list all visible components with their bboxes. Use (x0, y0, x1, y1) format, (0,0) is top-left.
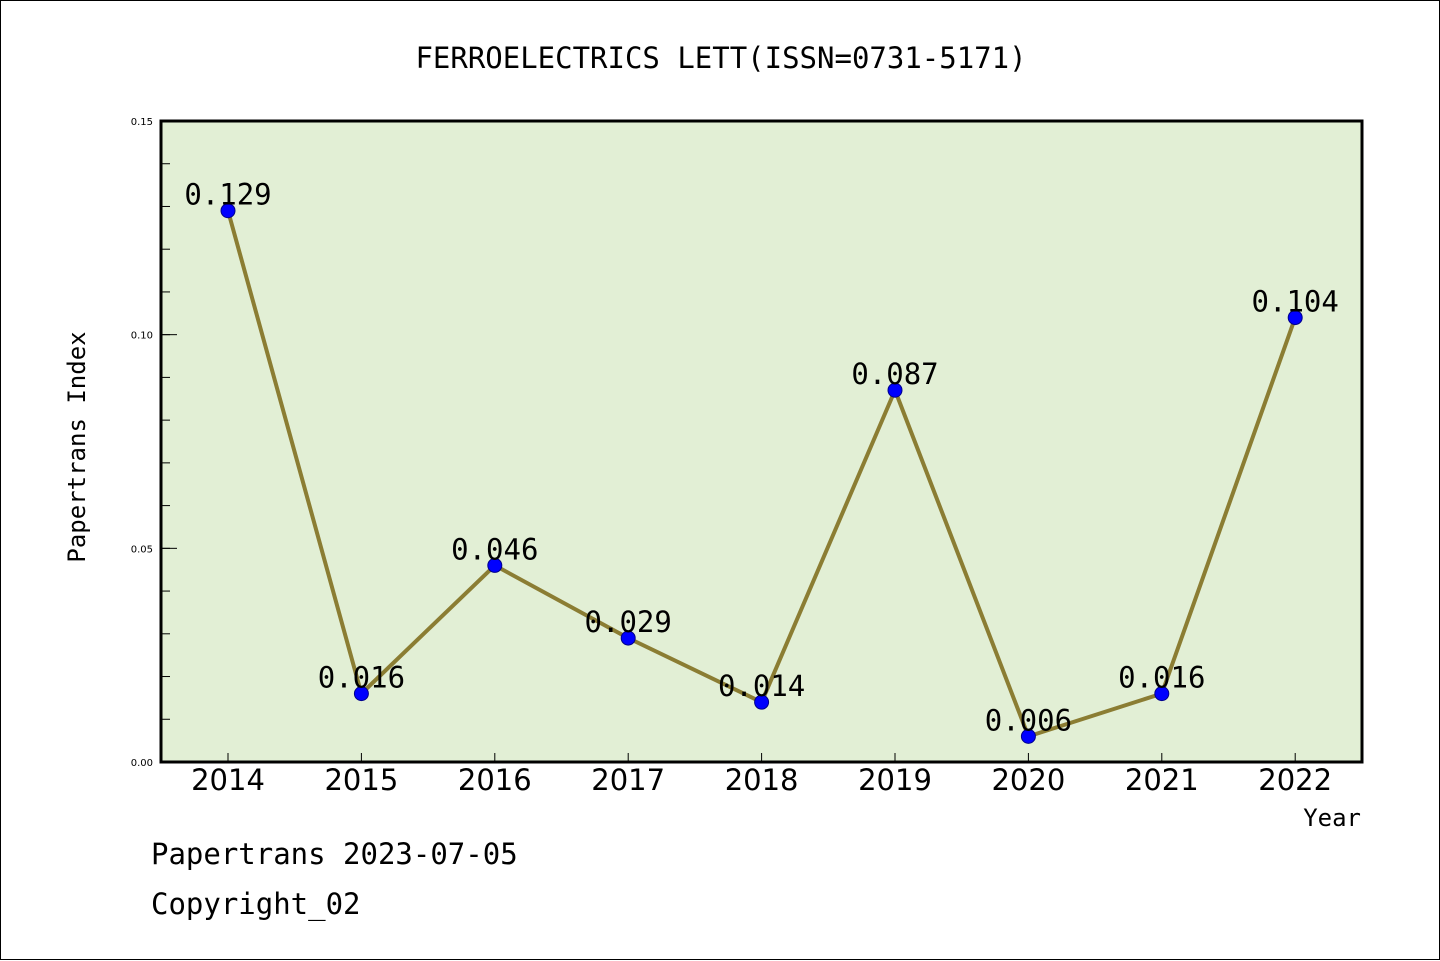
data-point (1154, 686, 1170, 702)
x-tick-label: 2015 (324, 763, 398, 797)
data-label: 0.016 (1118, 661, 1205, 695)
plot-area (159, 119, 1364, 764)
data-point (620, 630, 636, 646)
x-tick-label: 2019 (858, 763, 932, 797)
y-axis-label: Papertrans Index (63, 331, 91, 562)
y-tick-label: 0.05 (131, 544, 153, 555)
data-point (1287, 310, 1303, 326)
x-axis: 2014 2015 2016 2017 2018 2019 2020 2021 2022 (191, 753, 1332, 797)
data-label: 0.046 (451, 532, 538, 566)
x-tick-label: 2016 (458, 763, 532, 797)
x-tick-label: 2020 (991, 763, 1065, 797)
data-label: 0.006 (985, 703, 1072, 737)
data-point (220, 203, 236, 219)
data-point (353, 686, 369, 702)
data-label: 0.029 (585, 605, 672, 639)
data-label: 0.087 (851, 357, 938, 391)
data-point (754, 694, 770, 710)
x-tick-label: 2021 (1125, 763, 1199, 797)
data-point (887, 382, 903, 398)
footer-copyright: Copyright_02 (151, 887, 361, 921)
data-label: 0.104 (1252, 285, 1339, 319)
footer-date: Papertrans 2023-07-05 (151, 837, 518, 871)
x-tick-label: 2014 (191, 763, 265, 797)
y-tick-label: 0.10 (131, 331, 153, 342)
y-axis: 0.00 0.05 0.10 0.15 (131, 117, 177, 769)
x-tick-label: 2017 (591, 763, 665, 797)
series-group: 0.129 0.016 0.046 0.029 0.014 0.087 0.006 0.016… (184, 178, 1339, 744)
data-point (1020, 728, 1036, 744)
data-label: 0.129 (184, 178, 271, 212)
data-label: 0.014 (718, 669, 805, 703)
data-label: 0.016 (318, 661, 405, 695)
data-point (487, 557, 503, 573)
x-tick-label: 2022 (1258, 763, 1332, 797)
y-tick-label: 0.00 (131, 758, 153, 769)
chart-title: FERROELECTRICS LETT(ISSN=0731-5171) (415, 41, 1026, 75)
x-axis-label: Year (1303, 804, 1361, 832)
y-tick-label: 0.15 (131, 117, 153, 128)
x-tick-label: 2018 (725, 763, 799, 797)
